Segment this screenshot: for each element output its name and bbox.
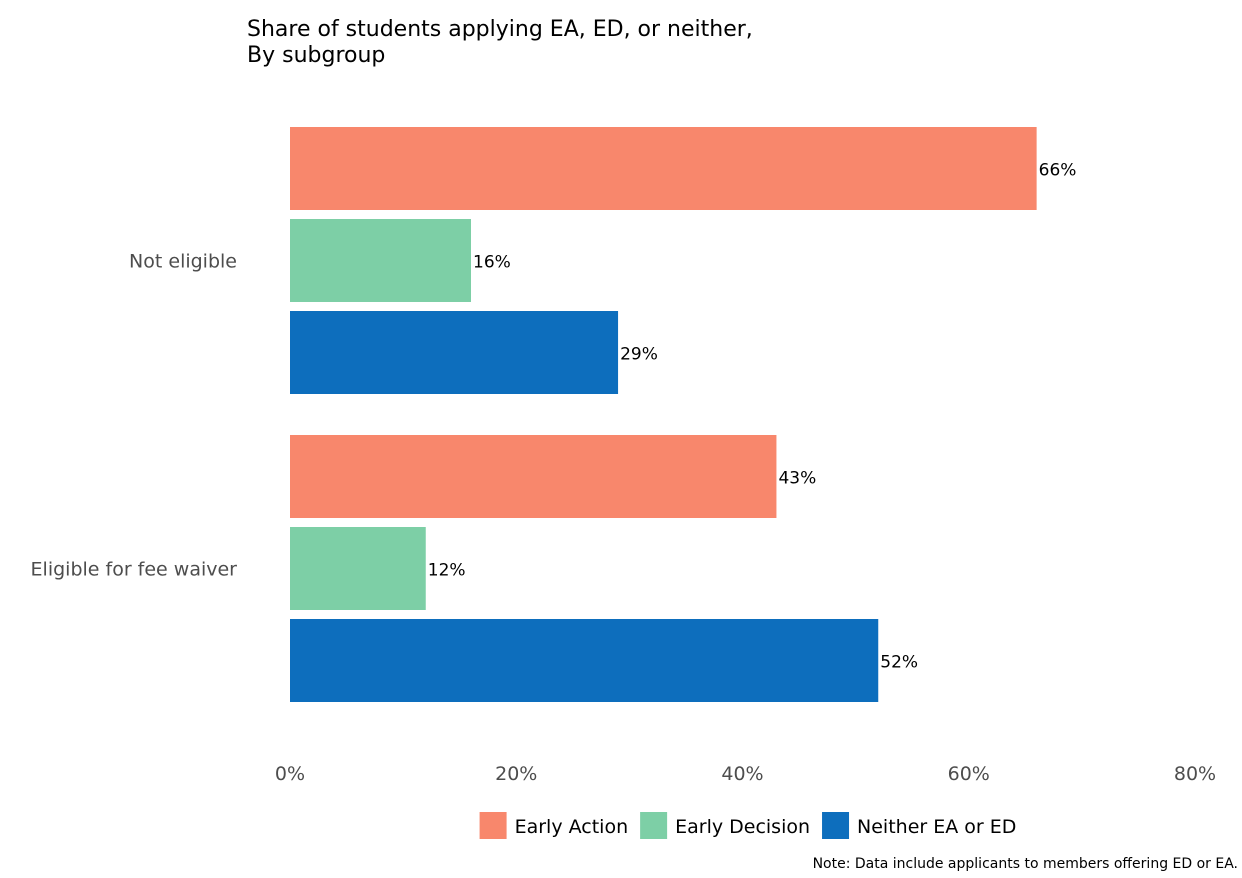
data-label: 66% <box>1039 161 1077 181</box>
legend-swatch <box>822 812 850 839</box>
category-labels: Not eligible Eligible for fee waiver <box>31 251 238 581</box>
data-label: 43% <box>778 469 816 489</box>
legend-swatch <box>640 812 668 839</box>
data-label: 12% <box>428 561 466 581</box>
bar-neither-ea-or-ed <box>290 311 619 394</box>
legend-label: Early Decision <box>675 816 810 838</box>
x-tick-label: 80% <box>1174 763 1216 785</box>
data-labels: 66% 16% 29% 43% 12% 52% <box>428 161 1077 673</box>
category-label: Not eligible <box>129 251 237 273</box>
chart-note: Note: Data include applicants to members… <box>813 856 1238 872</box>
bar-early-decision <box>290 219 471 302</box>
bar-early-action <box>290 435 777 518</box>
x-tick-label: 0% <box>275 763 305 785</box>
bar-early-decision <box>290 527 426 610</box>
x-tick-label: 40% <box>721 763 763 785</box>
legend: Early Action Early Decision Neither EA or … <box>479 812 1016 839</box>
category-label: Eligible for fee waiver <box>31 559 238 581</box>
bar-early-action <box>290 127 1037 210</box>
chart-subtitle: By subgroup <box>247 43 385 68</box>
legend-label: Neither EA or ED <box>857 816 1016 838</box>
x-axis-ticks: 0% 20% 40% 60% 80% <box>275 763 1216 785</box>
legend-swatch <box>479 812 507 839</box>
legend-label: Early Action <box>515 816 629 838</box>
chart-title: Share of students applying EA, ED, or ne… <box>247 17 753 42</box>
x-tick-label: 20% <box>495 763 537 785</box>
data-label: 29% <box>620 345 658 365</box>
bars <box>290 127 1037 702</box>
data-label: 16% <box>473 253 511 273</box>
chart-title-group: Share of students applying EA, ED, or ne… <box>247 17 753 68</box>
x-tick-label: 60% <box>948 763 990 785</box>
data-label: 52% <box>880 653 918 673</box>
bar-neither-ea-or-ed <box>290 619 879 702</box>
